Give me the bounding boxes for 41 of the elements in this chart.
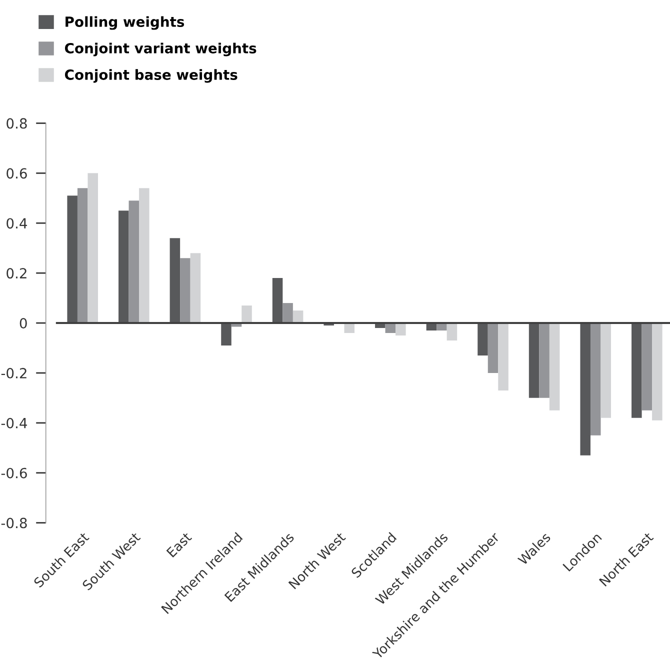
- bar: [488, 323, 498, 373]
- bar: [478, 323, 488, 356]
- legend-label: Conjoint variant weights: [64, 42, 256, 56]
- bar: [528, 323, 540, 398]
- bar: [67, 196, 78, 324]
- bar: [77, 188, 88, 324]
- bar: [642, 323, 652, 410]
- bar: [344, 323, 354, 333]
- bar: [190, 253, 201, 324]
- bar: [128, 200, 140, 324]
- y-tick-label: 0.2: [6, 268, 26, 279]
- bar: [632, 323, 642, 418]
- bar: [88, 173, 98, 324]
- bar: [652, 323, 662, 420]
- bar: [180, 258, 190, 324]
- y-tick-label: 0: [20, 318, 27, 328]
- legend-label: Polling weights: [66, 16, 184, 30]
- bar: [282, 303, 293, 324]
- bar: [242, 306, 252, 324]
- bar: [139, 188, 150, 324]
- bar: [396, 323, 406, 336]
- bar: [549, 323, 560, 410]
- bar: [221, 323, 232, 346]
- y-tick-label: -0.6: [1, 468, 27, 478]
- y-tick-label: 0.8: [6, 118, 27, 129]
- bar: [272, 278, 283, 324]
- bar: [170, 238, 180, 324]
- bar: [446, 323, 458, 340]
- bar: [600, 323, 612, 418]
- y-tick-label: 0.6: [6, 168, 27, 179]
- bar: [292, 310, 304, 324]
- y-tick-label: -0.2: [1, 368, 26, 378]
- bar: [498, 323, 508, 390]
- y-tick-label: -0.4: [1, 418, 28, 428]
- legend-label: Conjoint base weights: [64, 69, 238, 83]
- y-tick-label: 0.4: [6, 218, 28, 229]
- y-tick-label: -0.8: [1, 518, 27, 528]
- bar: [118, 210, 129, 324]
- bar: [580, 323, 590, 456]
- bar: [590, 323, 601, 436]
- bar: [539, 323, 550, 398]
